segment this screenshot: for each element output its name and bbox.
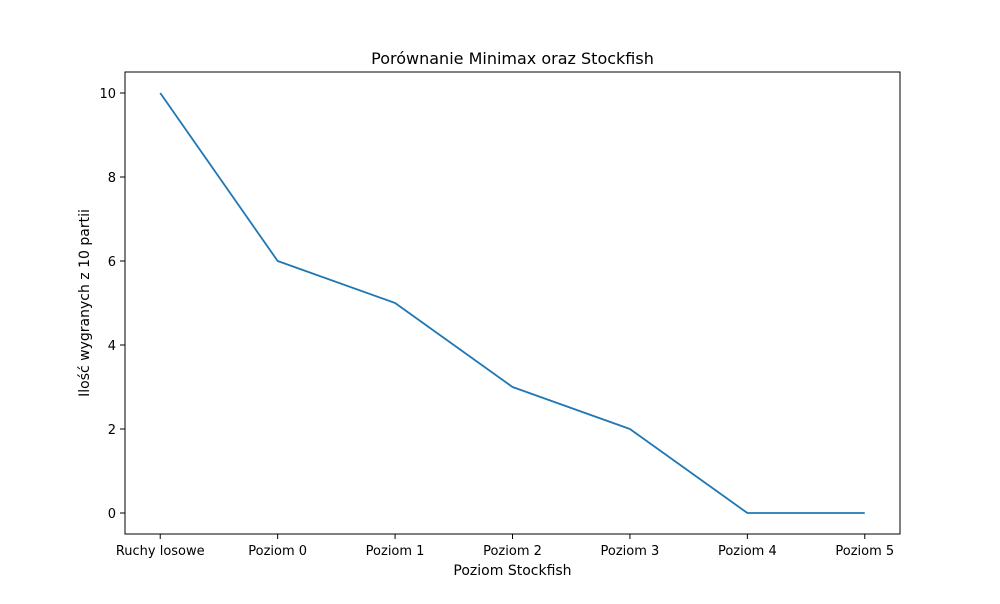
x-tick-label: Poziom 2: [483, 544, 542, 559]
y-tick-label: 0: [108, 507, 116, 522]
y-tick-label: 8: [108, 171, 116, 186]
y-axis-label: Ilość wygranych z 10 partii: [77, 209, 93, 397]
x-tick-label: Poziom 3: [601, 544, 660, 559]
y-tick-label: 4: [108, 339, 116, 354]
x-tick-label: Poziom 4: [718, 544, 777, 559]
x-tick-label: Poziom 5: [835, 544, 894, 559]
plot-frame: [124, 71, 901, 535]
x-tick-label: Poziom 0: [248, 544, 307, 559]
x-tick-label: Poziom 1: [366, 544, 425, 559]
y-tick-label: 2: [108, 423, 116, 438]
y-tick-label: 10: [99, 87, 116, 102]
x-tick-label: Ruchy losowe: [116, 544, 205, 559]
y-tick-label: 6: [108, 255, 116, 270]
chart-title: Porównanie Minimax oraz Stockfish: [371, 49, 654, 68]
x-axis-label: Poziom Stockfish: [453, 563, 571, 579]
series-line: [159, 92, 865, 514]
